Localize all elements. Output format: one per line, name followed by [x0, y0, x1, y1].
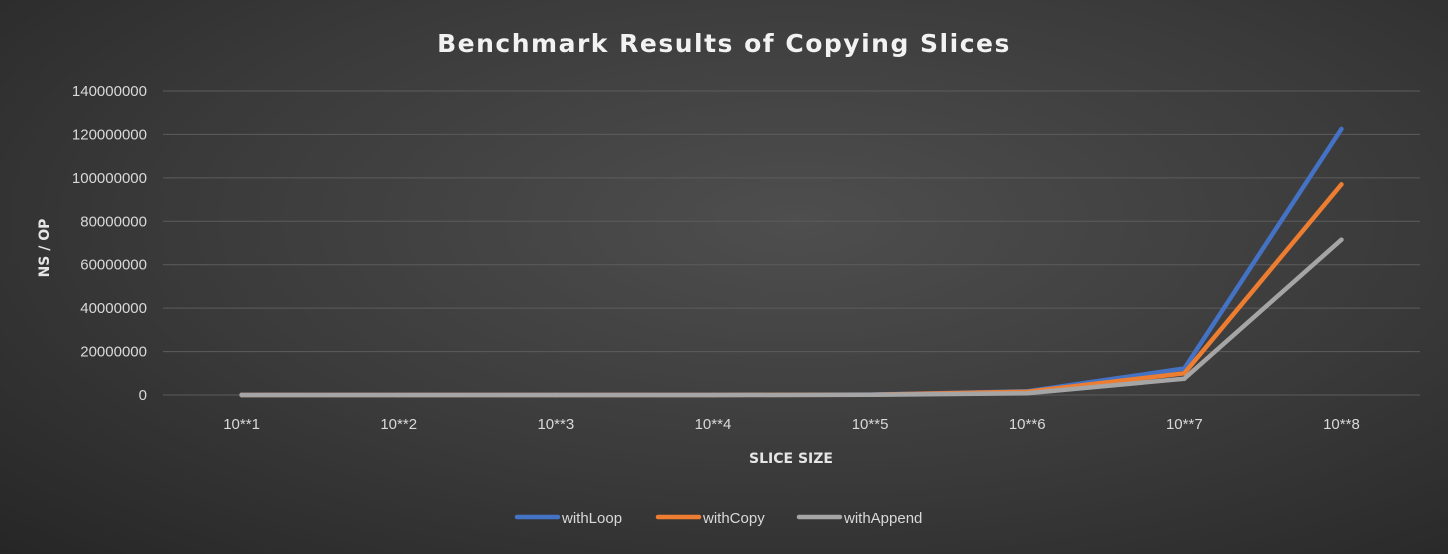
- series-lines: [239, 126, 1344, 398]
- y-tick-label: 100000000: [72, 170, 147, 187]
- data-point: [1339, 237, 1344, 242]
- series-line-withCopy: [239, 182, 1344, 398]
- y-tick-label: 60000000: [80, 257, 147, 274]
- y-tick-label: 120000000: [72, 126, 147, 143]
- data-point: [1024, 391, 1030, 396]
- y-axis-label: NS / OP: [37, 219, 53, 278]
- legend-label: withCopy: [702, 510, 765, 527]
- y-tick-label: 80000000: [80, 213, 147, 230]
- x-tick-label: 10**4: [695, 416, 732, 433]
- x-tick-label: 10**7: [1166, 416, 1203, 433]
- data-point: [1339, 126, 1344, 132]
- y-axis-ticks: 0 20000000 40000000 60000000 80000000 1000000…: [72, 83, 147, 404]
- y-tick-label: 40000000: [80, 300, 147, 317]
- series-line-withLoop: [239, 126, 1344, 398]
- x-tick-label: 10**3: [537, 416, 574, 433]
- series-line-withAppend: [239, 237, 1344, 398]
- legend: withLoop withCopy withAppend: [514, 510, 922, 527]
- y-tick-label: 20000000: [80, 344, 147, 361]
- x-tick-label: 10**8: [1323, 416, 1360, 433]
- data-point: [553, 392, 559, 398]
- data-point: [396, 392, 401, 398]
- data-point: [1339, 182, 1344, 187]
- y-tick-label: 0: [139, 387, 147, 404]
- y-tick-label: 140000000: [72, 83, 147, 100]
- x-tick-label: 10**1: [223, 416, 260, 433]
- data-point: [1182, 371, 1187, 376]
- gridlines: [163, 90, 1420, 396]
- data-point: [710, 392, 716, 398]
- legend-label: withLoop: [561, 510, 622, 527]
- x-axis-label: SLICE SIZE: [749, 451, 833, 467]
- data-point: [1182, 376, 1187, 381]
- x-axis-ticks: 10**1 10**2 10**3 10**4 10**5 10**6 10**7 10**8: [223, 416, 1360, 433]
- x-tick-label: 10**5: [852, 416, 889, 433]
- x-tick-label: 10**2: [380, 416, 417, 433]
- data-point: [867, 392, 873, 397]
- chart-title: Benchmark Results of Copying Slices: [437, 29, 1011, 58]
- x-tick-label: 10**6: [1009, 416, 1046, 433]
- legend-label: withAppend: [843, 510, 922, 527]
- data-point: [239, 392, 244, 398]
